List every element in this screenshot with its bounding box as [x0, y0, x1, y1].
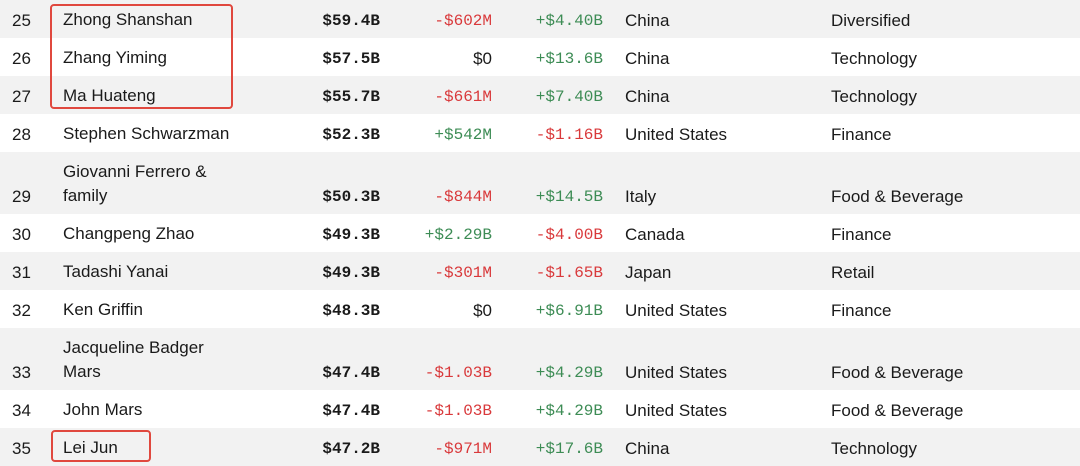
net-worth-cell: $47.2B	[322, 440, 380, 458]
name-cell[interactable]: Ken Griffin	[63, 300, 144, 319]
net-worth-cell: $49.3B	[322, 264, 380, 282]
ytd-change-cell: +$4.40B	[535, 12, 603, 30]
rank-cell: 35	[12, 439, 31, 458]
name-cell[interactable]: Zhong Shanshan	[63, 10, 193, 29]
industry-cell: Finance	[831, 125, 892, 144]
industry-cell: Diversified	[831, 11, 911, 30]
net-worth-cell: $57.5B	[322, 50, 380, 68]
rank-cell: 34	[12, 401, 31, 420]
highlight-box-top	[50, 4, 233, 109]
rank-cell: 31	[12, 263, 31, 282]
ytd-change-cell: -$1.16B	[535, 126, 603, 144]
country-cell: Japan	[625, 263, 672, 282]
industry-cell: Technology	[831, 87, 918, 106]
last-change-cell: -$1.03B	[424, 364, 492, 382]
rank-cell: 28	[12, 125, 31, 144]
rank-cell: 25	[12, 11, 31, 30]
name-cell[interactable]: Ma Huateng	[63, 86, 156, 105]
rank-cell: 29	[12, 187, 31, 206]
industry-cell: Food & Beverage	[831, 363, 964, 382]
ytd-change-cell: +$4.29B	[535, 364, 603, 382]
ytd-change-cell: -$1.65B	[535, 264, 603, 282]
net-worth-cell: $55.7B	[322, 88, 380, 106]
industry-cell: Retail	[831, 263, 875, 282]
last-change-cell: $0	[473, 301, 492, 320]
country-cell: United States	[625, 301, 728, 320]
industry-cell: Technology	[831, 439, 918, 458]
country-cell: United States	[625, 363, 728, 382]
rank-cell: 32	[12, 301, 31, 320]
ytd-change-cell: +$13.6B	[535, 50, 603, 68]
rank-cell: 33	[12, 363, 31, 382]
industry-cell: Finance	[831, 301, 892, 320]
name-cell[interactable]: Lei Jun	[63, 438, 118, 457]
name-cell[interactable]: Giovanni Ferrero & family	[63, 160, 253, 208]
country-cell: Italy	[625, 187, 657, 206]
industry-cell: Food & Beverage	[831, 401, 964, 420]
table-row[interactable]: 32 Ken Griffin $48.3B $0 +$6.91B United …	[0, 290, 1080, 328]
table-row[interactable]: 28 Stephen Schwarzman $52.3B +$542M -$1.…	[0, 114, 1080, 152]
net-worth-cell: $52.3B	[322, 126, 380, 144]
ytd-change-cell: +$7.40B	[535, 88, 603, 106]
industry-cell: Food & Beverage	[831, 187, 964, 206]
country-cell: United States	[625, 401, 728, 420]
rank-cell: 27	[12, 87, 31, 106]
country-cell: United States	[625, 125, 728, 144]
country-cell: Canada	[625, 225, 685, 244]
industry-cell: Finance	[831, 225, 892, 244]
last-change-cell: +$2.29B	[424, 226, 492, 244]
name-line: Jacqueline Badger	[63, 338, 204, 357]
last-change-cell: -$844M	[434, 188, 492, 206]
last-change-cell: $0	[473, 49, 492, 68]
industry-cell: Technology	[831, 49, 918, 68]
last-change-cell: -$602M	[434, 12, 492, 30]
table-row[interactable]: 26 Zhang Yiming $57.5B $0 +$13.6B China …	[0, 38, 1080, 76]
ytd-change-cell: +$6.91B	[535, 302, 603, 320]
net-worth-cell: $48.3B	[322, 302, 380, 320]
table-row[interactable]: 34 John Mars $47.4B -$1.03B +$4.29B Unit…	[0, 390, 1080, 428]
highlight-box-bottom	[51, 430, 151, 462]
name-cell[interactable]: Changpeng Zhao	[63, 224, 195, 243]
name-line: Giovanni Ferrero &	[63, 162, 207, 181]
name-line: Mars	[63, 362, 101, 381]
net-worth-cell: $47.4B	[322, 364, 380, 382]
ytd-change-cell: +$14.5B	[535, 188, 603, 206]
name-cell[interactable]: Stephen Schwarzman	[63, 124, 230, 143]
table-row[interactable]: 31 Tadashi Yanai $49.3B -$301M -$1.65B J…	[0, 252, 1080, 290]
country-cell: China	[625, 439, 670, 458]
ytd-change-cell: +$17.6B	[535, 440, 603, 458]
rank-cell: 26	[12, 49, 31, 68]
name-line: family	[63, 186, 108, 205]
country-cell: China	[625, 49, 670, 68]
net-worth-cell: $59.4B	[322, 12, 380, 30]
table-row[interactable]: 30 Changpeng Zhao $49.3B +$2.29B -$4.00B…	[0, 214, 1080, 252]
last-change-cell: -$301M	[434, 264, 492, 282]
rank-cell: 30	[12, 225, 31, 244]
ytd-change-cell: -$4.00B	[535, 226, 603, 244]
table-row[interactable]: 35 Lei Jun $47.2B -$971M +$17.6B China T…	[0, 428, 1080, 466]
net-worth-cell: $49.3B	[322, 226, 380, 244]
net-worth-cell: $50.3B	[322, 188, 380, 206]
name-cell[interactable]: Jacqueline Badger Mars	[63, 336, 253, 384]
table-row[interactable]: 33 Jacqueline Badger Mars $47.4B -$1.03B…	[0, 328, 1080, 390]
table-row[interactable]: 25 Zhong Shanshan $59.4B -$602M +$4.40B …	[0, 0, 1080, 38]
last-change-cell: -$661M	[434, 88, 492, 106]
net-worth-cell: $47.4B	[322, 402, 380, 420]
last-change-cell: +$542M	[434, 126, 492, 144]
country-cell: China	[625, 11, 670, 30]
last-change-cell: -$971M	[434, 440, 492, 458]
name-cell[interactable]: Zhang Yiming	[63, 48, 167, 67]
country-cell: China	[625, 87, 670, 106]
name-cell[interactable]: John Mars	[63, 400, 143, 419]
name-cell[interactable]: Tadashi Yanai	[63, 262, 169, 281]
table-row[interactable]: 29 Giovanni Ferrero & family $50.3B -$84…	[0, 152, 1080, 214]
ytd-change-cell: +$4.29B	[535, 402, 603, 420]
last-change-cell: -$1.03B	[424, 402, 492, 420]
